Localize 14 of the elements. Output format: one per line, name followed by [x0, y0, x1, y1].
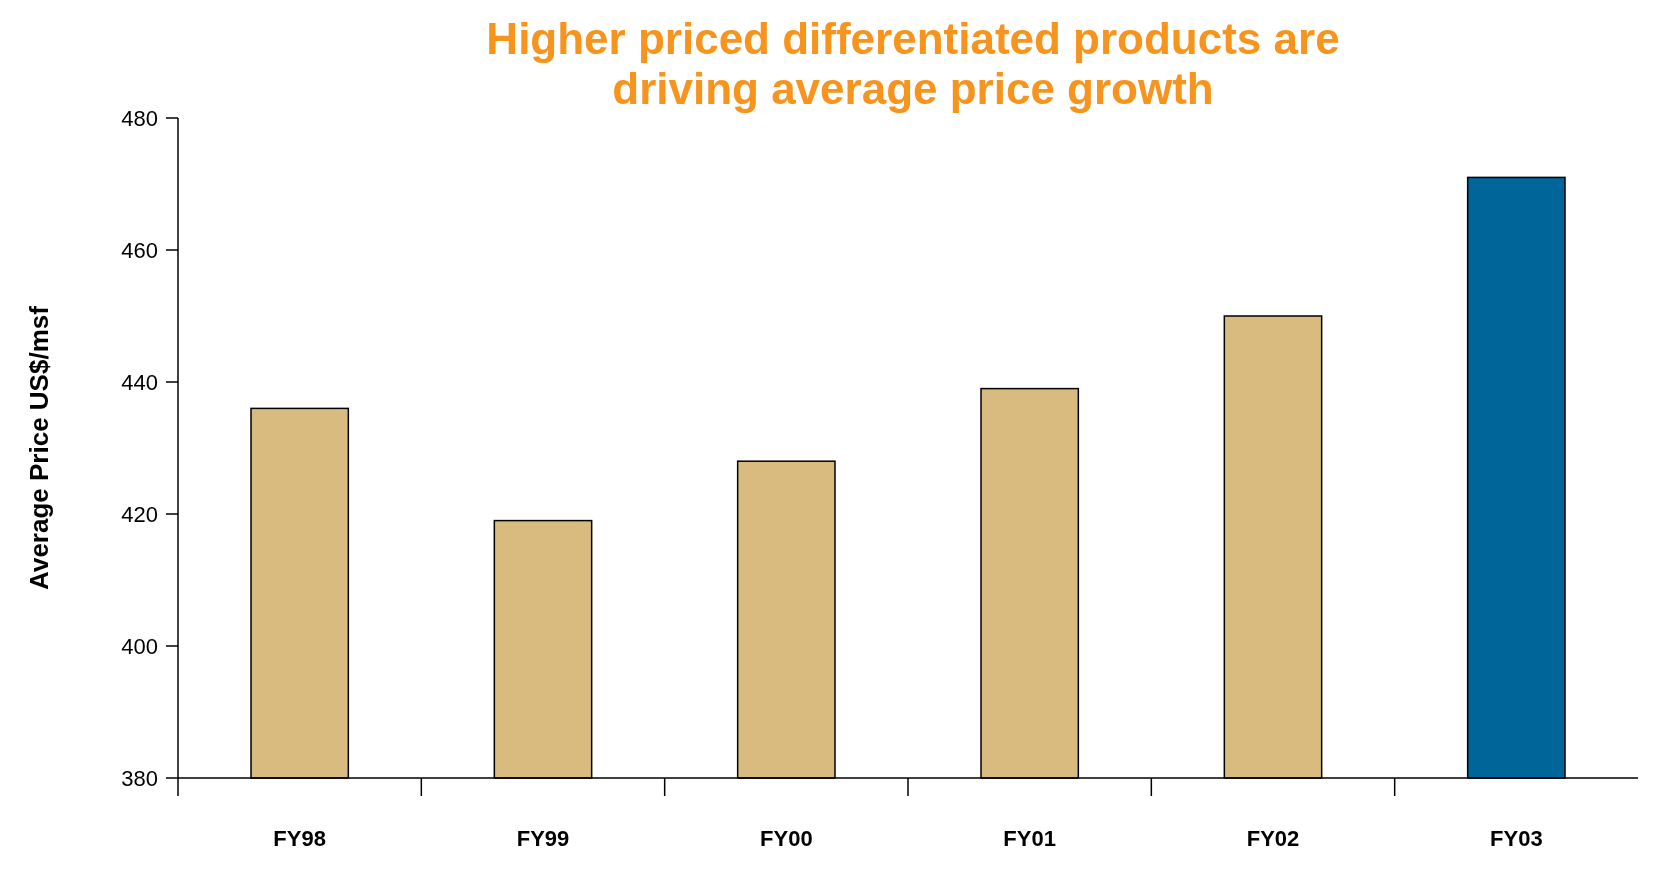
x-tick-label: FY00	[760, 826, 813, 851]
x-tick-label: FY01	[1003, 826, 1056, 851]
y-tick-label: 400	[121, 633, 158, 659]
x-tick-label: FY02	[1246, 826, 1300, 851]
y-tick-label: 440	[121, 369, 158, 395]
y-tick-label: 480	[121, 105, 158, 131]
y-tick-label: 460	[121, 237, 158, 263]
chart-title: Higher priced differentiated products are driving average price growth	[486, 14, 1340, 113]
y-axis-title: Average Price US$/msf	[24, 305, 54, 590]
y-tick-label: 420	[121, 501, 158, 527]
x-tick-label: FY03	[1490, 826, 1543, 851]
x-tick-label: FY99	[516, 826, 570, 851]
x-tick-label: FY98	[273, 826, 326, 851]
y-tick-label: 380	[121, 765, 158, 791]
